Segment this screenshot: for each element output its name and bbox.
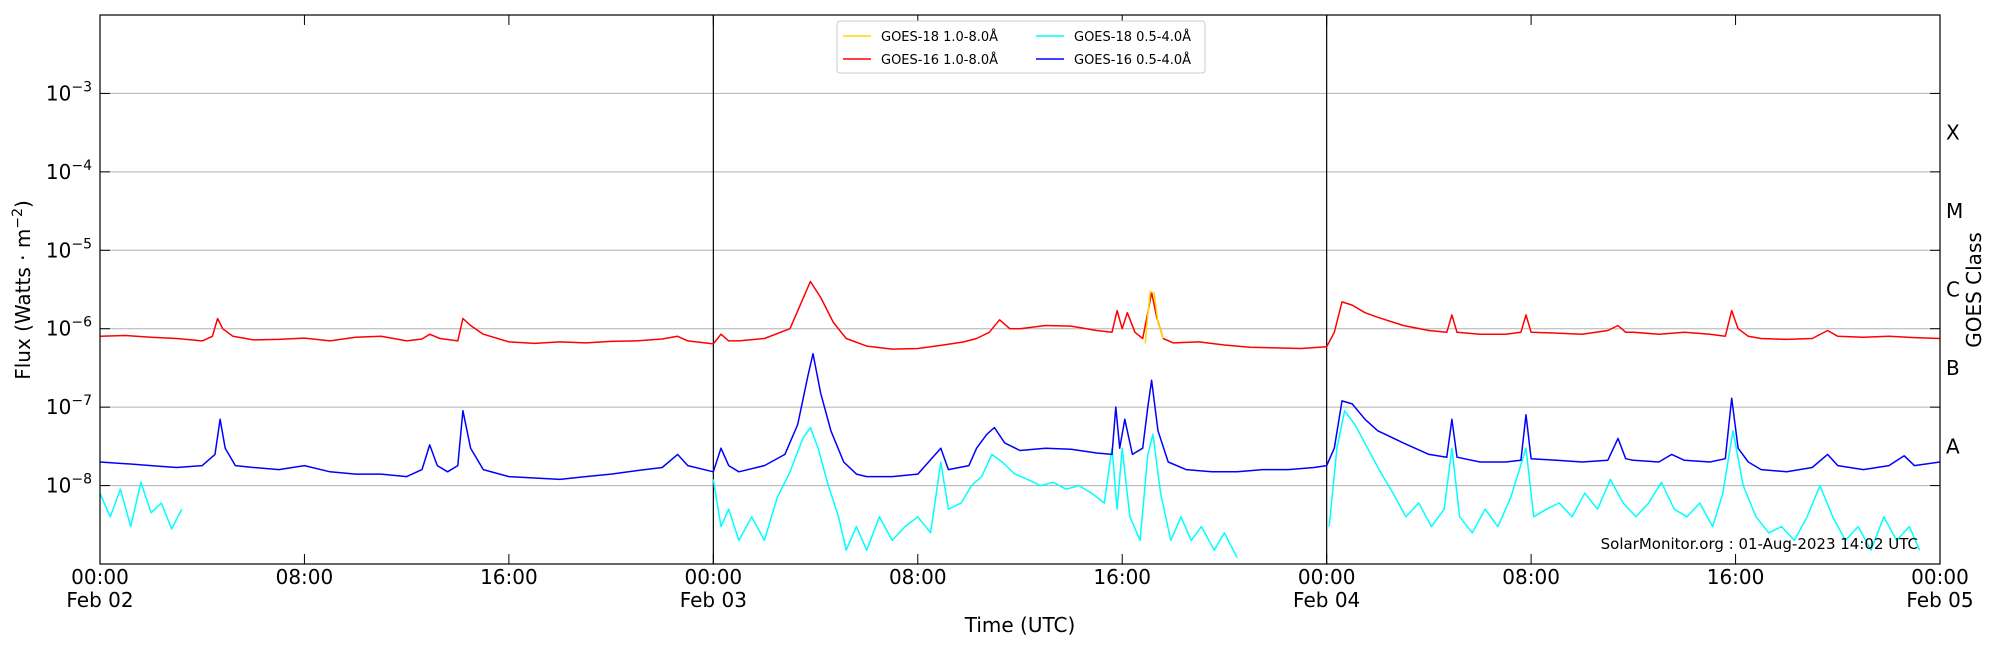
series-goes18-long-line — [1144, 290, 1164, 344]
series-goes16-short-line-group — [100, 352, 1940, 481]
y-tick-label-exponent: −5 — [71, 236, 92, 252]
x-tick-date-label: Feb 03 — [680, 588, 747, 612]
x-tick-label: 16:00 — [480, 565, 538, 589]
y-tick-label-base: 10 — [46, 238, 71, 262]
x-axis-title: Time (UTC) — [964, 613, 1076, 637]
goes-class-label: C — [1946, 278, 1960, 302]
y-tick-label-base: 10 — [46, 474, 71, 498]
y-axis-title-sup: −2 — [10, 208, 26, 229]
series-goes16-long-line — [100, 280, 1940, 350]
y-tick-label-exponent: −4 — [71, 158, 92, 174]
y-tick-label-base: 10 — [46, 160, 71, 184]
x-tick-label: 00:00 — [1911, 565, 1969, 589]
grid-layer — [100, 92, 1940, 487]
x-tick-label: 00:00 — [1298, 565, 1356, 589]
x-tick-label: 00:00 — [685, 565, 743, 589]
series-goes18-short-line — [1328, 409, 1921, 551]
y-tick-label: 10−4 — [46, 158, 92, 184]
x-tick-label: 08:00 — [1502, 565, 1560, 589]
y-tick-label-base: 10 — [46, 317, 71, 341]
y-tick-label: 10−3 — [46, 79, 92, 105]
x-tick-label: 08:00 — [889, 565, 947, 589]
legend-label-goes18-short: GOES-18 0.5-4.0Å — [1074, 29, 1191, 45]
goes-class-label: B — [1946, 356, 1960, 380]
y-tick-label: 10−7 — [46, 393, 92, 419]
series-goes16-long-line-group — [100, 280, 1940, 350]
goes-class-labels: A B C M X — [1946, 121, 1963, 459]
y-tick-label-exponent: −8 — [71, 472, 92, 488]
goes-class-label: X — [1946, 121, 1960, 145]
y-axis-ticks: 10−810−710−610−510−410−3 — [46, 79, 1940, 498]
y-tick-label: 10−6 — [46, 315, 92, 341]
x-tick-date-label: Feb 02 — [66, 588, 133, 612]
y-tick-label-exponent: −7 — [71, 393, 92, 409]
series-goes18-short-line-group — [100, 409, 1921, 559]
goes-class-axis-title: GOES Class — [1962, 232, 1986, 348]
y-axis-title: Flux (Watts · m−2) — [10, 200, 35, 380]
legend-label-goes16-short: GOES-16 0.5-4.0Å — [1074, 52, 1191, 68]
day-boundaries — [712, 15, 1328, 564]
legend: GOES-18 1.0-8.0Å GOES-16 1.0-8.0Å GOES-1… — [836, 20, 1206, 74]
y-axis-title-close: ) — [11, 200, 35, 208]
legend-label-goes18-long: GOES-18 1.0-8.0Å — [881, 29, 998, 45]
y-tick-label-exponent: −3 — [71, 79, 92, 95]
y-tick-label-base: 10 — [46, 395, 71, 419]
series-goes16-short-line — [100, 352, 1940, 481]
y-tick-label: 10−5 — [46, 236, 92, 262]
x-tick-label: 16:00 — [1707, 565, 1765, 589]
x-tick-date-label: Feb 04 — [1293, 588, 1360, 612]
legend-box — [836, 20, 1206, 74]
x-tick-label: 08:00 — [276, 565, 334, 589]
x-tick-label: 16:00 — [1093, 565, 1151, 589]
goes-class-label: A — [1946, 434, 1960, 458]
series-goes18-long-line-group — [1144, 290, 1164, 344]
series-goes18-short-line — [100, 481, 183, 530]
y-axis-title-main: Flux (Watts · m — [11, 229, 35, 380]
series-layer — [100, 280, 1940, 559]
y-tick-label-exponent: −6 — [71, 315, 92, 331]
goes-class-label: M — [1946, 199, 1963, 223]
legend-label-goes16-long: GOES-16 1.0-8.0Å — [881, 52, 998, 68]
x-tick-date-label: Feb 05 — [1906, 588, 1973, 612]
y-tick-label-base: 10 — [46, 81, 71, 105]
x-tick-label: 00:00 — [71, 565, 129, 589]
plot-frame — [99, 14, 1941, 565]
solarmonitor-watermark: SolarMonitor.org : 01-Aug-2023 14:02 UTC — [1601, 535, 1918, 553]
series-goes18-short-line — [712, 426, 1238, 559]
y-tick-label: 10−8 — [46, 472, 92, 498]
